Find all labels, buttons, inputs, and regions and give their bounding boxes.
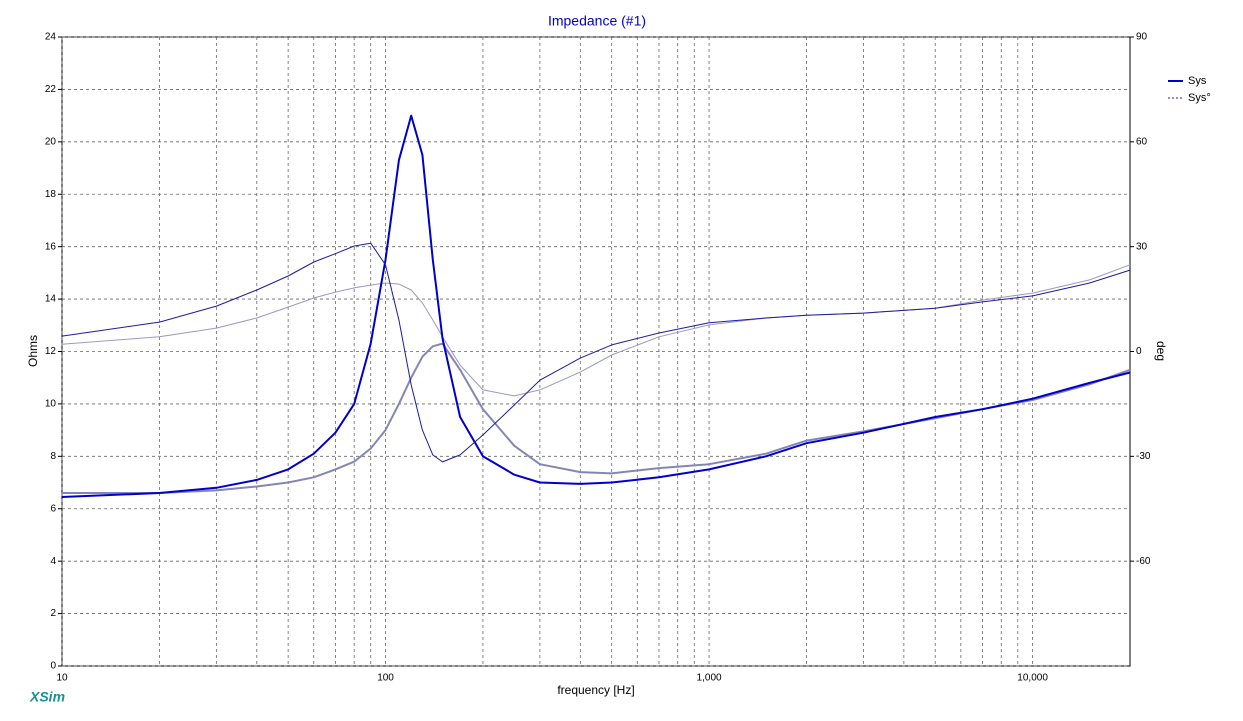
y2-tick-label: 90 <box>1136 32 1148 43</box>
series-line <box>62 342 1131 494</box>
y-tick-label: 4 <box>50 556 56 567</box>
watermark: XSim <box>29 689 65 705</box>
y-tick-label: 2 <box>50 608 56 619</box>
y-tick-label: 6 <box>50 503 56 514</box>
y2-axis-label: deg <box>1154 341 1168 361</box>
chart-title: Impedance (#1) <box>548 13 646 29</box>
legend-label: Sys° <box>1188 92 1211 104</box>
y2-tick-label: -60 <box>1136 556 1151 567</box>
y-tick-label: 16 <box>45 241 57 252</box>
y-tick-label: 20 <box>45 136 57 147</box>
legend-label: Sys <box>1188 75 1207 87</box>
y-tick-label: 12 <box>45 346 57 357</box>
x-tick-label: 10,000 <box>1017 673 1048 684</box>
series-line <box>61 242 1131 463</box>
y2-tick-label: 0 <box>1136 346 1142 357</box>
y-tick-label: 0 <box>50 661 56 672</box>
y-tick-label: 14 <box>45 294 57 305</box>
y-axis-label: Ohms <box>26 335 40 367</box>
y2-tick-label: 60 <box>1136 136 1148 147</box>
y-tick-label: 8 <box>50 451 56 462</box>
series-line <box>61 114 1131 498</box>
y-tick-label: 18 <box>45 189 57 200</box>
y-tick-label: 24 <box>45 32 57 43</box>
x-tick-label: 10 <box>56 673 68 684</box>
y2-tick-label: 30 <box>1136 241 1148 252</box>
y-tick-label: 22 <box>45 84 57 95</box>
y-tick-label: 10 <box>45 399 57 410</box>
y2-tick-label: -30 <box>1136 451 1151 462</box>
x-tick-label: 1,000 <box>697 673 722 684</box>
x-axis-label: frequency [Hz] <box>557 683 634 697</box>
x-tick-label: 100 <box>377 673 394 684</box>
